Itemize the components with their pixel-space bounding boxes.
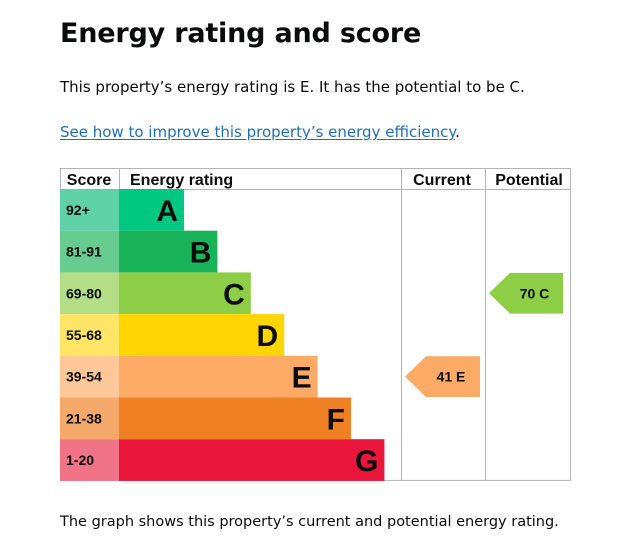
current-rating-label: 41 E bbox=[437, 369, 466, 385]
score-range-e: 39-54 bbox=[66, 369, 102, 385]
score-range-f: 21-38 bbox=[66, 410, 102, 426]
score-cell-a bbox=[60, 189, 119, 231]
score-cell-d bbox=[60, 314, 119, 356]
chart-caption: The graph shows this property’s current … bbox=[60, 514, 559, 530]
page-title: Energy rating and score bbox=[60, 18, 422, 49]
score-cell-c bbox=[60, 272, 119, 315]
band-bar-b bbox=[119, 230, 218, 273]
band-letter-g: G bbox=[355, 445, 378, 478]
band-letter-a: A bbox=[156, 195, 178, 228]
band-bar-f bbox=[119, 397, 351, 440]
score-range-d: 55-68 bbox=[66, 327, 102, 343]
header-score: Score bbox=[67, 172, 112, 189]
band-letter-f: F bbox=[327, 403, 345, 436]
chart-headers: Score Energy rating Current Potential bbox=[67, 172, 563, 189]
band-bar-d bbox=[119, 314, 285, 356]
header-current: Current bbox=[413, 172, 471, 189]
current-arrow bbox=[405, 356, 480, 397]
band-bar-c bbox=[119, 272, 251, 315]
score-cell-e bbox=[60, 355, 119, 398]
score-range-a: 92+ bbox=[66, 202, 90, 218]
link-suffix: . bbox=[455, 123, 460, 141]
rating-summary: This property’s energy rating is E. It h… bbox=[60, 78, 525, 96]
score-cell-g bbox=[60, 439, 119, 481]
score-cell-b bbox=[60, 230, 119, 273]
score-range-c: 69-80 bbox=[66, 285, 102, 301]
score-range-g: 1-20 bbox=[66, 452, 94, 468]
improve-efficiency-link[interactable]: See how to improve this property’s energ… bbox=[60, 123, 456, 141]
rating-bands: 92+ A 81-91 B 69-80 C 55-68 D 39-54 E 21-38 F 1-20 G bbox=[60, 189, 385, 481]
potential-rating-label: 70 C bbox=[520, 285, 550, 301]
rating-arrows: 41 E 70 C bbox=[405, 272, 563, 397]
potential-arrow bbox=[489, 272, 563, 314]
header-potential: Potential bbox=[495, 172, 563, 189]
band-bar-g bbox=[119, 439, 385, 481]
improve-link-line: See how to improve this property’s energ… bbox=[60, 121, 460, 143]
band-letter-d: D bbox=[257, 320, 279, 353]
score-cell-f bbox=[60, 397, 119, 440]
band-letter-e: E bbox=[292, 362, 312, 395]
score-range-b: 81-91 bbox=[66, 244, 102, 260]
header-energy-rating: Energy rating bbox=[130, 172, 233, 189]
band-letter-b: B bbox=[190, 237, 212, 270]
band-bar-a bbox=[119, 189, 184, 231]
band-letter-c: C bbox=[223, 278, 245, 311]
band-bar-e bbox=[119, 355, 318, 398]
